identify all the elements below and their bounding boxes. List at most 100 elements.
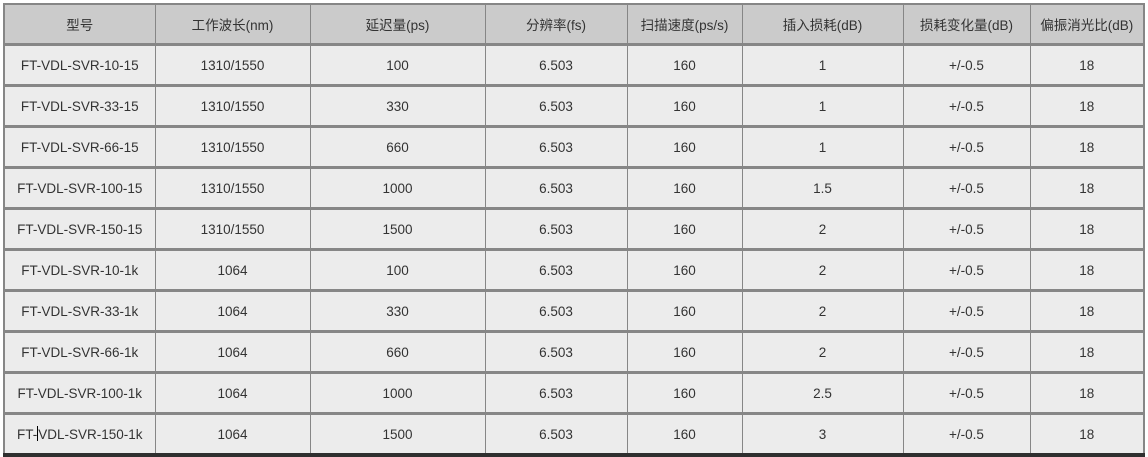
cell: +/-0.5 [902,125,1031,168]
cell: FT-VDL-SVR-150-1k [3,412,156,455]
cell: 6.503 [484,248,628,291]
cell: 6.503 [484,207,628,250]
cell: 160 [626,330,743,373]
cell: FT-VDL-SVR-66-15 [3,125,156,168]
cell: FT-VDL-SVR-100-1k [3,371,156,414]
cell: FT-VDL-SVR-150-15 [3,207,156,250]
cell: +/-0.5 [902,84,1031,127]
cell: FT-VDL-SVR-100-15 [3,166,156,209]
cell: 160 [626,43,743,86]
cell: 6.503 [484,84,628,127]
cell: +/-0.5 [902,371,1031,414]
cell: 2 [741,330,904,373]
cell: 18 [1029,330,1145,373]
column-header: 延迟量(ps) [309,4,486,45]
cell: 3 [741,412,904,455]
cell: 18 [1029,289,1145,332]
cell: 1000 [309,371,486,414]
cell: 6.503 [484,412,628,455]
table-header-row: 型号 工作波长(nm) 延迟量(ps) 分辨率(fs) 扫描速度(ps/s) 插入损耗(d… [3,4,1145,45]
table-row: FT-VDL-SVR-150-1k 1064 1500 6.503 160 3 +/-0.5… [3,412,1145,455]
column-header: 插入损耗(dB) [741,4,904,45]
cell: FT-VDL-SVR-33-1k [3,289,156,332]
cell: 100 [309,43,486,86]
column-header: 损耗变化量(dB) [902,4,1031,45]
cell: FT-VDL-SVR-10-15 [3,43,156,86]
cell: 6.503 [484,43,628,86]
cell: 18 [1029,371,1145,414]
header-row: 型号 工作波长(nm) 延迟量(ps) 分辨率(fs) 扫描速度(ps/s) 插入损耗(d… [3,4,1145,45]
cell: 6.503 [484,330,628,373]
column-header: 分辨率(fs) [484,4,628,45]
cell: 2 [741,207,904,250]
cell: 6.503 [484,166,628,209]
cell: 1064 [154,412,311,455]
cell: +/-0.5 [902,289,1031,332]
cell: FT-VDL-SVR-10-1k [3,248,156,291]
cell: 1.5 [741,166,904,209]
cell: 18 [1029,166,1145,209]
table-row: FT-VDL-SVR-100-1k 1064 1000 6.503 160 2.5 +/-0… [3,371,1145,414]
cell: 1064 [154,371,311,414]
table-row: FT-VDL-SVR-66-15 1310/1550 660 6.503 160 1 +/-… [3,125,1145,168]
text-cursor [37,426,39,441]
cell: 18 [1029,248,1145,291]
cell: 160 [626,207,743,250]
cell: 160 [626,289,743,332]
cell: 18 [1029,207,1145,250]
table-row: FT-VDL-SVR-100-15 1310/1550 1000 6.503 160 1.… [3,166,1145,209]
cell: 1500 [309,412,486,455]
cell: 2.5 [741,371,904,414]
cell: 660 [309,125,486,168]
cell: 160 [626,248,743,291]
cell: 18 [1029,84,1145,127]
cell: +/-0.5 [902,166,1031,209]
cell: 1310/1550 [154,84,311,127]
cell: 160 [626,125,743,168]
table-row: FT-VDL-SVR-33-1k 1064 330 6.503 160 2 +/-0.5 18 [3,289,1145,332]
cell: 2 [741,289,904,332]
cell: 6.503 [484,125,628,168]
table-row: FT-VDL-SVR-33-15 1310/1550 330 6.503 160 1 +/-… [3,84,1145,127]
cell: FT-VDL-SVR-66-1k [3,330,156,373]
cell: 1064 [154,248,311,291]
cell: 2 [741,248,904,291]
cell: 18 [1029,43,1145,86]
cell: +/-0.5 [902,248,1031,291]
column-header: 型号 [3,4,156,45]
cell: 160 [626,412,743,455]
cell: +/-0.5 [902,207,1031,250]
cell: 100 [309,248,486,291]
table-row: FT-VDL-SVR-66-1k 1064 660 6.503 160 2 +/-0.5 18 [3,330,1145,373]
cell: +/-0.5 [902,412,1031,455]
cell: 1310/1550 [154,125,311,168]
table-row: FT-VDL-SVR-10-15 1310/1550 100 6.503 160 1 +/-… [3,43,1145,86]
cell: 330 [309,84,486,127]
cell: 1 [741,125,904,168]
table-row: FT-VDL-SVR-10-1k 1064 100 6.503 160 2 +/-0.5 18 [3,248,1145,291]
cell: 160 [626,166,743,209]
cell: 6.503 [484,371,628,414]
cell: 1310/1550 [154,166,311,209]
cell: 1310/1550 [154,207,311,250]
cell: 1000 [309,166,486,209]
cell: 1310/1550 [154,43,311,86]
table-body: FT-VDL-SVR-10-15 1310/1550 100 6.503 160 1 +/-… [3,43,1145,455]
column-header: 扫描速度(ps/s) [626,4,743,45]
cell: 330 [309,289,486,332]
cell: 6.503 [484,289,628,332]
cell: 1 [741,43,904,86]
table-row: FT-VDL-SVR-150-15 1310/1550 1500 6.503 160 2 +… [3,207,1145,250]
cell: 160 [626,371,743,414]
cell: +/-0.5 [902,330,1031,373]
column-header: 偏振消光比(dB) [1029,4,1145,45]
cell: 660 [309,330,486,373]
cell: 18 [1029,125,1145,168]
cell: FT-VDL-SVR-33-15 [3,84,156,127]
cell: 1064 [154,330,311,373]
cell: 18 [1029,412,1145,455]
column-header: 工作波长(nm) [154,4,311,45]
cell: +/-0.5 [902,43,1031,86]
cell: 1 [741,84,904,127]
